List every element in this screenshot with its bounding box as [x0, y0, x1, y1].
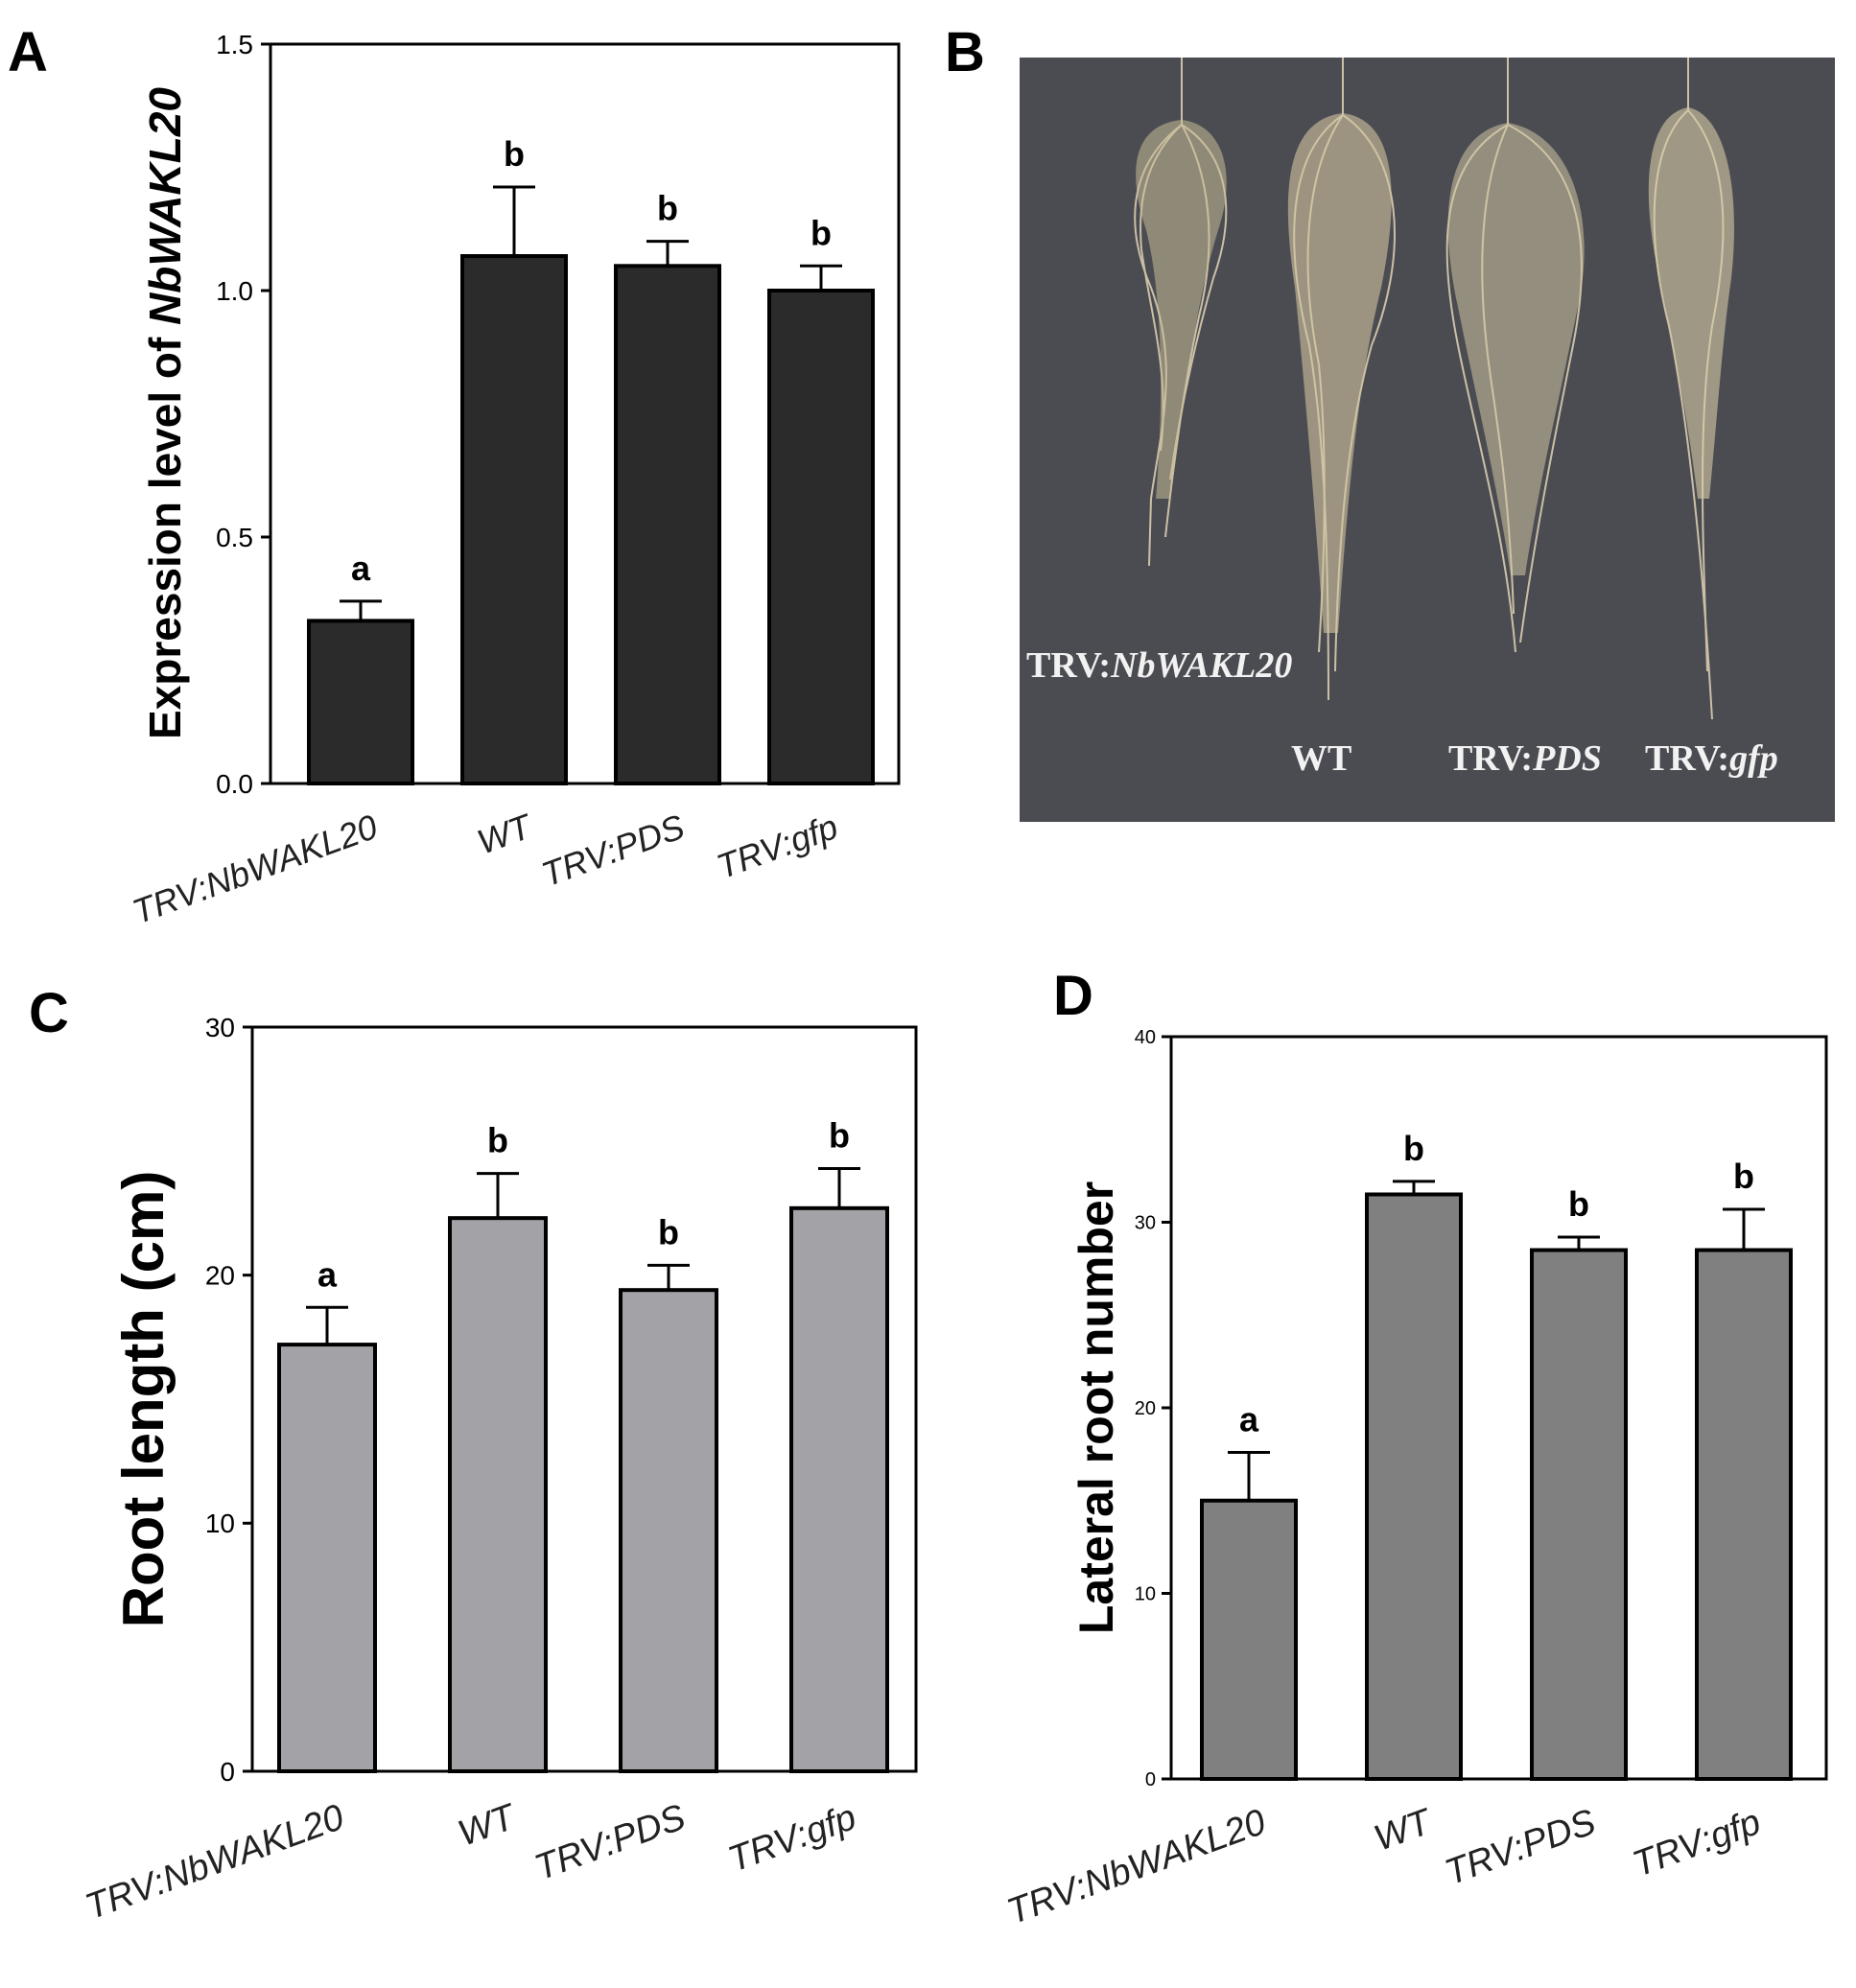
chart-a-ylabel-gene: NbWAKL20 — [140, 87, 190, 325]
panel-letter-a: A — [8, 21, 48, 83]
bar — [307, 619, 414, 785]
chart-a-ytick-label: 0.0 — [216, 769, 253, 799]
chart-a-ylabel: Expression level of NbWAKL20 — [140, 87, 190, 739]
chart-d-ytick-label: 20 — [1135, 1398, 1156, 1419]
chart-a-ytick-label: 1.0 — [216, 276, 253, 306]
chart-d-ytick-label: 10 — [1135, 1584, 1156, 1605]
panel-letter-c: C — [29, 982, 69, 1044]
significance-label: b — [487, 1121, 508, 1160]
chart-a-ytick-label: 0.5 — [216, 523, 253, 552]
root-mass-4 — [1648, 107, 1734, 499]
bar — [614, 264, 721, 785]
photo-label-nbwakl20: TRV:NbWAKL20 — [1026, 645, 1292, 686]
chart-d-ytick-label: 40 — [1135, 1027, 1156, 1048]
chart-a-ylabel-prefix: Expression level of — [140, 325, 190, 739]
chart-c-ytick-label: 30 — [205, 1013, 235, 1042]
bar — [1365, 1192, 1463, 1781]
category-label: TRV:gfp — [1628, 1802, 1766, 1885]
category-label: TRV:PDS — [1440, 1802, 1601, 1893]
significance-label: b — [1733, 1157, 1754, 1196]
significance-label: b — [1568, 1184, 1589, 1224]
chart-a-ytick-label: 1.5 — [216, 30, 253, 59]
category-label: TRV:PDS — [536, 807, 689, 894]
chart-c-ytick-label: 20 — [205, 1260, 235, 1290]
category-label: TRV:gfp — [712, 807, 843, 886]
category-label: TRV:PDS — [529, 1797, 691, 1888]
root-mass-1 — [1136, 120, 1227, 499]
photo-label-pds: TRV:PDS — [1448, 738, 1602, 779]
root-mass-2 — [1287, 113, 1392, 633]
significance-label: a — [1239, 1399, 1259, 1438]
chart-d-ytick-label: 30 — [1135, 1213, 1156, 1234]
significance-label: a — [351, 549, 371, 588]
photo-label-gfp: TRV:gfp — [1645, 738, 1778, 779]
bar — [460, 254, 568, 785]
category-label: TRV:NbWAKL20 — [81, 1797, 349, 1928]
photo-label-wt: WT — [1291, 738, 1351, 779]
chart-d-ytick-label: 0 — [1145, 1769, 1156, 1790]
bar — [448, 1216, 548, 1773]
chart-c: 0102030aTRV:NbWAKL20bWTbTRV:PDSbTRV:gfp … — [81, 1013, 918, 1928]
bar — [767, 289, 875, 785]
category-label: TRV:NbWAKL20 — [1002, 1802, 1271, 1932]
chart-c-ytick-label: 10 — [205, 1509, 235, 1538]
significance-label: b — [829, 1115, 850, 1155]
root-photo: TRV:NbWAKL20 WT TRV:PDS TRV:gfp — [1020, 58, 1835, 822]
chart-c-ytick-label: 0 — [220, 1757, 235, 1787]
category-label: TRV:gfp — [723, 1797, 861, 1881]
significance-label: b — [1403, 1129, 1424, 1168]
bar — [619, 1288, 718, 1773]
significance-label: b — [811, 213, 832, 252]
category-label: WT — [472, 806, 538, 862]
chart-d-ylabel: Lateral root number — [1069, 1181, 1123, 1634]
bar — [1695, 1248, 1793, 1781]
significance-label: b — [657, 189, 678, 228]
category-label: WT — [1369, 1801, 1439, 1859]
significance-label: b — [504, 134, 525, 174]
panel-letter-b: B — [945, 21, 985, 83]
significance-label: a — [317, 1254, 338, 1294]
category-label: TRV:NbWAKL20 — [128, 807, 383, 931]
bar — [1200, 1498, 1298, 1781]
bar — [789, 1205, 889, 1773]
significance-label: b — [658, 1212, 679, 1251]
category-label: WT — [453, 1796, 523, 1855]
chart-a: 0.0 0.5 1.0 1.5 a TRV:NbWAKL20 b WT b TRV:PDS b TRV… — [128, 30, 901, 931]
bar — [1530, 1248, 1628, 1781]
bar — [277, 1343, 377, 1774]
chart-d: 0 10 20 30 40 a TRV:NbWAKL20 b WT b TRV:PDS b TRV:gf… — [1002, 1027, 1828, 1932]
chart-c-ylabel: Root length (cm) — [111, 1171, 176, 1628]
root-mass-3 — [1447, 123, 1585, 575]
panel-letter-d: D — [1053, 965, 1093, 1027]
